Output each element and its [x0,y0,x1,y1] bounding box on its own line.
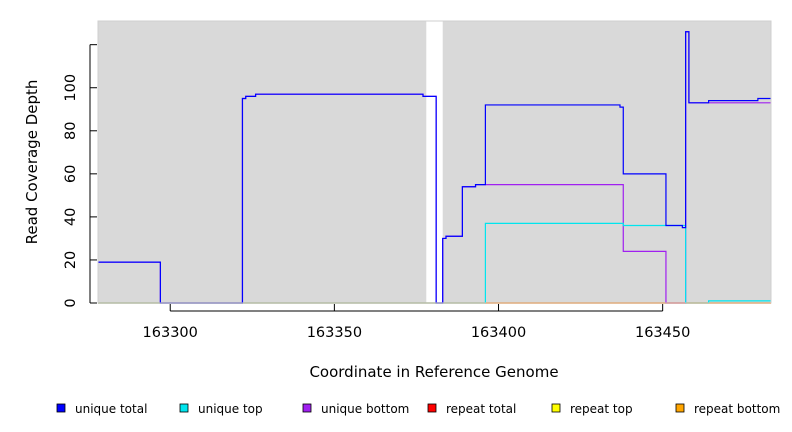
plot-frame [97,20,772,304]
legend-label: unique bottom [321,402,409,416]
gap-band-0 [426,21,443,303]
y-tick-label: 60 [63,165,79,183]
legend-label: repeat top [570,402,633,416]
legend-label: repeat total [446,402,516,416]
legend-item-unique-bottom: unique bottom [302,402,409,416]
x-axis-title: Coordinate in Reference Genome [309,363,558,381]
legend-label: repeat bottom [694,402,780,416]
legend-label: unique total [75,402,147,416]
series-line-unique-top [98,222,771,304]
legend-item-unique-top: unique top [179,402,263,416]
legend-item-repeat-total: repeat total [427,402,516,416]
x-axis: 163300 163350 163400 163450 [143,304,690,341]
x-tick-label: 163400 [471,325,526,341]
legend-item-repeat-bottom: repeat bottom [675,402,780,416]
legend-item-repeat-top: repeat top [551,402,633,416]
legend-swatch [427,403,437,413]
y-tick-label: 0 [63,298,79,307]
legend-swatch [675,403,685,413]
legend-swatch [551,403,561,413]
x-tick-label: 163450 [635,325,690,341]
legend-label: unique top [198,402,263,416]
x-tick-label: 163300 [143,325,198,341]
y-tick-label: 100 [63,74,79,102]
legend-swatch [56,403,66,413]
x-tick-label: 163350 [307,325,362,341]
legend-swatch [302,403,312,413]
gap-layer [426,21,443,303]
legend-item-unique-total: unique total [56,402,147,416]
y-tick-label: 20 [63,251,79,269]
series-line-unique-total [98,31,771,304]
y-axis: 0 20 40 60 80 100 [63,44,97,308]
y-tick-label: 80 [63,122,79,140]
legend: unique total unique top unique bottom repea… [56,402,780,416]
y-tick-label: 40 [63,208,79,226]
y-axis-title: Read Coverage Depth [23,80,41,245]
legend-swatch [179,403,189,413]
